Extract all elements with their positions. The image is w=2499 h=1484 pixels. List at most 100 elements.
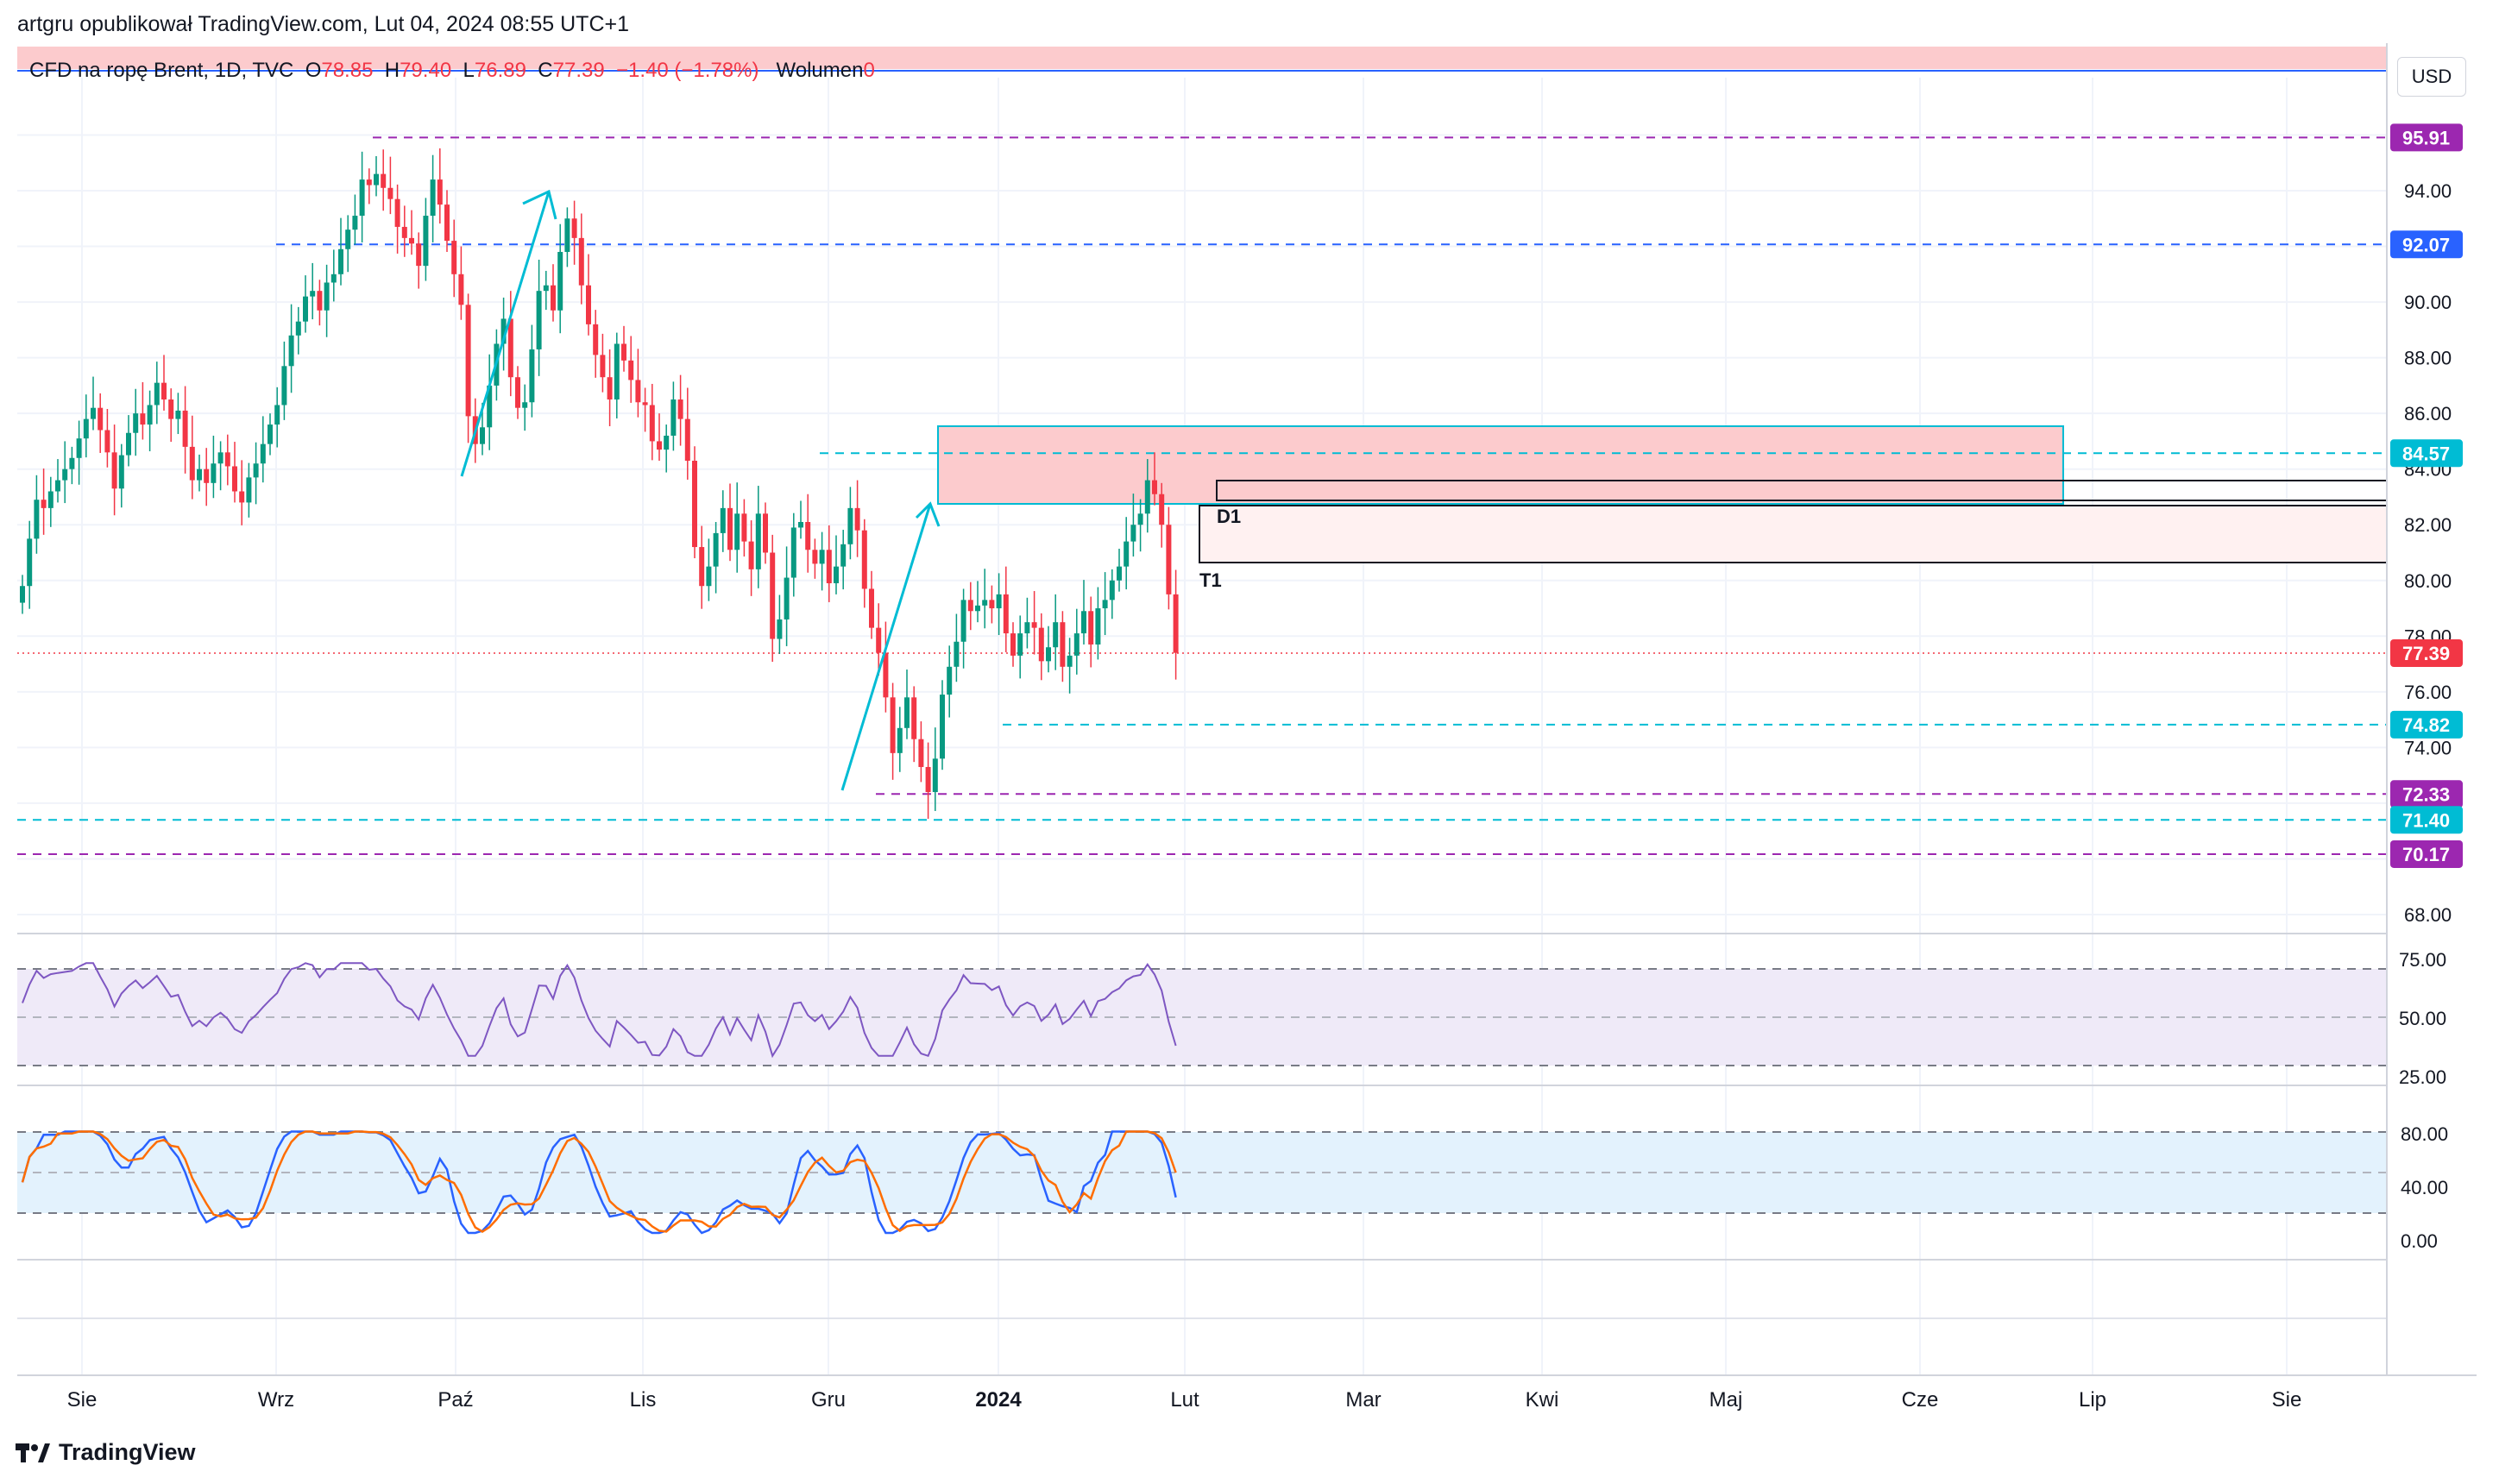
candle-body	[437, 179, 443, 205]
candle-body	[960, 600, 966, 642]
candle-body	[154, 382, 160, 406]
candle-body	[224, 452, 230, 467]
candle-body	[62, 468, 68, 481]
candle-body	[777, 619, 783, 639]
candle-body	[557, 251, 563, 311]
candle-body	[34, 500, 40, 539]
candle-body	[41, 500, 47, 508]
candle-body	[798, 522, 803, 528]
candle-body	[600, 355, 606, 378]
candle-body	[748, 541, 754, 569]
candle-body	[834, 566, 839, 583]
candle-body	[947, 666, 953, 695]
candle-body	[883, 652, 889, 698]
candle-body	[1166, 525, 1172, 594]
time-tick: Lis	[630, 1388, 657, 1412]
top-alert-band	[17, 47, 2387, 69]
candle-body	[175, 410, 181, 419]
candle-body	[211, 463, 217, 483]
brand-name: TradingView	[59, 1439, 196, 1465]
candle-body	[890, 697, 896, 753]
stoch-k-line	[21, 1130, 1177, 1235]
publisher-caption: artgru opublikował TradingView.com, Lut …	[17, 12, 629, 36]
candle-body	[684, 418, 690, 462]
rsi-tick: 50.00	[2399, 1008, 2446, 1029]
candle-body	[480, 427, 485, 444]
candle-body	[536, 291, 542, 349]
candle-body	[239, 491, 245, 503]
candle-body	[197, 468, 202, 481]
symbol-legend[interactable]: CFD na ropę Brent, 1D, TVC O78.85 H79.40…	[29, 59, 875, 82]
stoch-tick: 40.00	[2401, 1177, 2448, 1198]
supply-zone-box	[937, 425, 2064, 505]
time-tick: Lip	[2079, 1388, 2106, 1412]
stoch-tick: 0.00	[2401, 1230, 2438, 1252]
annotation-d1: D1	[1217, 506, 1241, 527]
candle-body	[925, 766, 931, 793]
candle-body	[1144, 480, 1150, 514]
price-badge	[2390, 638, 2463, 667]
candle-body	[551, 285, 556, 311]
candle-body	[104, 430, 110, 453]
candle-body	[55, 480, 60, 492]
candle-body	[409, 237, 414, 244]
annotation-t1: T1	[1199, 569, 1222, 591]
candle-body	[692, 461, 697, 548]
candle-body	[1088, 611, 1094, 645]
trend-arrow-1	[460, 191, 551, 477]
time-tick: Wrz	[258, 1388, 294, 1412]
candle-body	[69, 457, 75, 469]
candle-body	[727, 507, 733, 550]
price-tick: 86.00	[2404, 403, 2452, 424]
candle-body	[621, 343, 626, 361]
candle-body	[451, 241, 457, 274]
candle-body	[607, 377, 613, 400]
candle-body	[444, 204, 450, 242]
candle-body	[182, 410, 188, 447]
candle-body	[394, 198, 400, 227]
price-badge	[2390, 230, 2463, 259]
candle-body	[1038, 627, 1044, 662]
candle-body	[140, 413, 146, 425]
candle-body	[111, 452, 117, 489]
candle-body	[996, 594, 1002, 609]
candle-body	[770, 552, 776, 639]
price-badge	[2390, 439, 2463, 468]
candle-body	[734, 513, 740, 550]
price-tick: 80.00	[2404, 570, 2452, 592]
price-axis-labels: 95.91 92.07 84.57 77.39 74.82 72.33 71.40 70.17	[2390, 123, 2463, 868]
candle-body	[586, 285, 591, 324]
candle-body	[805, 522, 811, 550]
stoch-axis: 80.00 40.00 0.00	[2401, 1123, 2448, 1252]
price-badge	[2390, 123, 2463, 152]
candle-body	[345, 230, 351, 249]
candle-body	[381, 173, 387, 188]
candle-body	[940, 695, 945, 759]
price-badge-label: 77.39	[2402, 643, 2450, 664]
candle-body	[1095, 608, 1101, 645]
tradingview-logo[interactable]: TradingView	[16, 1439, 196, 1466]
candle-body	[529, 349, 535, 403]
candle-body	[755, 513, 761, 569]
candle-body	[133, 413, 139, 433]
legend-symbol: CFD na ropę Brent, 1D, TVC	[29, 59, 294, 82]
time-tick: Kwi	[1526, 1388, 1559, 1412]
currency-button[interactable]: USD	[2397, 57, 2466, 97]
candle-body	[401, 226, 407, 238]
candle-body	[635, 380, 641, 403]
candle-body	[763, 513, 768, 553]
candle-body	[1159, 494, 1165, 525]
candlestick-series	[20, 148, 1179, 819]
candle-body	[268, 424, 273, 444]
price-tick: 90.00	[2404, 292, 2452, 313]
candle-body	[83, 418, 89, 439]
candle-body	[430, 179, 436, 217]
candle-body	[897, 727, 903, 753]
candle-body	[338, 248, 343, 274]
price-badge-label: 92.07	[2402, 234, 2450, 255]
time-tick: Sie	[2272, 1388, 2302, 1412]
candle-body	[465, 305, 471, 417]
candle-body	[1003, 594, 1009, 634]
candle-body	[522, 402, 528, 408]
